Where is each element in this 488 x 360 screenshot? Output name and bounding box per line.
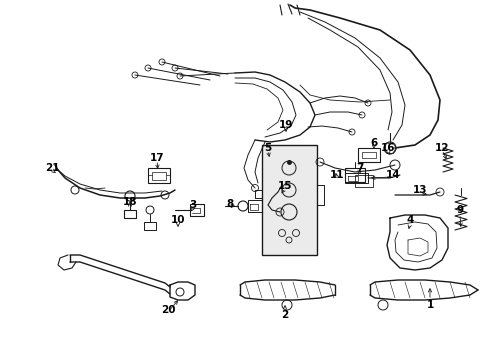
Text: 4: 4: [406, 215, 413, 225]
Bar: [262, 145, 316, 255]
Text: 7: 7: [356, 163, 363, 173]
Text: 15: 15: [277, 181, 292, 191]
Text: 20: 20: [161, 305, 175, 315]
Text: 1: 1: [426, 300, 433, 310]
Text: 9: 9: [455, 205, 463, 215]
Text: 10: 10: [170, 215, 185, 225]
Text: 17: 17: [149, 153, 164, 163]
Text: 16: 16: [380, 143, 394, 153]
Text: 14: 14: [385, 170, 400, 180]
Text: 8: 8: [226, 199, 233, 209]
Text: 21: 21: [45, 163, 59, 173]
Text: 2: 2: [281, 310, 288, 320]
Text: 19: 19: [278, 120, 293, 130]
Text: 3: 3: [189, 200, 196, 210]
Text: 6: 6: [369, 138, 377, 148]
Text: 11: 11: [329, 170, 344, 180]
Text: 12: 12: [434, 143, 448, 153]
Text: 5: 5: [264, 143, 271, 153]
Text: 13: 13: [412, 185, 427, 195]
Text: 18: 18: [122, 197, 137, 207]
